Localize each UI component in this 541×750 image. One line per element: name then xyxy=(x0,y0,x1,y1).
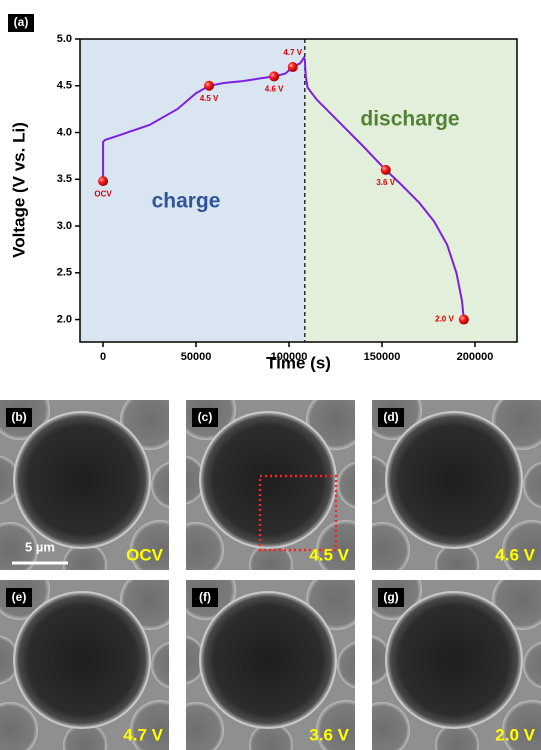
marker xyxy=(98,176,109,187)
micrograph: (g) 2.0 V xyxy=(372,580,541,750)
panel-tag: (c) xyxy=(198,410,213,424)
y-tick-label: 2.0 xyxy=(57,313,72,325)
x-tick-label: 0 xyxy=(100,351,106,363)
chart: charge discharge 2.0 2.5 3.0 3.5 4.0 4.5 5.0 0 500… xyxy=(8,14,518,372)
y-tick-label: 5.0 xyxy=(57,33,72,45)
neighbor-particle xyxy=(0,702,38,750)
neighbor-particle xyxy=(130,520,169,570)
neighbor-particle xyxy=(502,700,541,750)
particle xyxy=(385,591,523,729)
panel-tag-box xyxy=(8,14,34,32)
marker-label: OCV xyxy=(94,189,112,198)
neighbor-particle xyxy=(186,702,224,750)
voltage-label: 4.6 V xyxy=(495,545,535,564)
panel-tag: (g) xyxy=(383,590,398,604)
panel-tag: (e) xyxy=(12,590,27,604)
micrograph: (b) OCV 5 µm xyxy=(0,400,169,570)
marker-label: 2.0 V xyxy=(435,315,454,324)
voltage-label: 3.6 V xyxy=(309,725,349,744)
marker-label: 4.6 V xyxy=(265,85,284,94)
micrograph-image xyxy=(372,400,541,570)
micrograph-image xyxy=(0,580,169,750)
region-label: charge xyxy=(152,190,221,213)
charge-region xyxy=(80,39,305,342)
marker-label: 4.7 V xyxy=(283,48,302,57)
region-label: discharge xyxy=(360,108,459,131)
voltage-label: 4.7 V xyxy=(123,725,163,744)
micrograph-image xyxy=(186,580,355,750)
neighbor-particle xyxy=(63,543,107,570)
y-tick-label: 3.0 xyxy=(57,220,72,232)
marker xyxy=(269,71,280,82)
panel-tag: (b) xyxy=(11,410,26,424)
x-tick-label: 100000 xyxy=(271,351,308,363)
voltage-label: 2.0 V xyxy=(495,725,535,744)
y-tick-label: 3.5 xyxy=(57,173,72,185)
x-tick-label: 150000 xyxy=(364,351,401,363)
panel-tag: (f) xyxy=(199,590,211,604)
neighbor-particle xyxy=(523,641,541,689)
panel-tag: (d) xyxy=(383,410,398,424)
marker-label: 3.6 V xyxy=(376,178,395,187)
neighbor-particle xyxy=(186,522,224,570)
panel-tag-box xyxy=(192,588,218,607)
marker xyxy=(380,164,391,175)
y-tick-label: 2.5 xyxy=(57,267,72,279)
plot-frame xyxy=(79,38,518,343)
neighbor-particle xyxy=(435,723,479,750)
neighbor-particle xyxy=(151,461,169,509)
neighbor-particle xyxy=(0,522,38,570)
x-axis-title: Time (s) xyxy=(266,353,331,372)
micrograph: (f) 3.6 V xyxy=(186,580,355,750)
micrograph: (c) 4.5 V xyxy=(186,400,355,570)
scale-bar-label: 5 µm xyxy=(25,539,55,554)
particle xyxy=(199,411,337,549)
marker xyxy=(204,80,215,91)
micrograph-image xyxy=(372,580,541,750)
voltage-label: 4.5 V xyxy=(309,545,349,564)
neighbor-particle xyxy=(63,723,107,750)
x-tick-label: 200000 xyxy=(457,351,494,363)
neighbor-particle xyxy=(502,520,541,570)
micrograph: (d) 4.6 V xyxy=(372,400,541,570)
neighbor-particle xyxy=(435,543,479,570)
panel-tag-box xyxy=(378,588,404,607)
neighbor-particle xyxy=(316,700,355,750)
y-axis-title: Voltage (V vs. Li) xyxy=(9,122,28,258)
neighbor-particle xyxy=(372,522,410,570)
y-tick-label: 4.0 xyxy=(57,126,72,138)
neighbor-particle xyxy=(249,723,293,750)
particle xyxy=(13,591,151,729)
particle xyxy=(199,591,337,729)
micrograph: (e) 4.7 V xyxy=(0,580,169,750)
micrograph-image xyxy=(186,400,355,570)
neighbor-particle xyxy=(151,641,169,689)
x-tick-label: 50000 xyxy=(181,351,212,363)
marker-label: 4.5 V xyxy=(200,94,219,103)
marker xyxy=(458,314,469,325)
neighbor-particle xyxy=(523,461,541,509)
neighbor-particle xyxy=(337,641,355,689)
particle xyxy=(385,411,523,549)
micrograph-panels: (b) OCV 5 µm (c) 4.5 V (d) 4.6 V (e) 4.7 V (f) 3.6… xyxy=(0,400,541,750)
neighbor-particle xyxy=(372,702,410,750)
panel-tag: (a) xyxy=(14,15,29,29)
y-tick-label: 4.5 xyxy=(57,80,72,92)
marker xyxy=(287,62,298,73)
particle xyxy=(13,411,151,549)
panel-tag-box xyxy=(192,408,218,427)
neighbor-particle xyxy=(130,700,169,750)
panel-tag-box xyxy=(6,588,32,607)
panel-tag-box xyxy=(378,408,404,427)
voltage-curve xyxy=(102,55,465,320)
discharge-region xyxy=(304,39,517,342)
voltage-label: OCV xyxy=(126,545,164,564)
neighbor-particle xyxy=(337,461,355,509)
panel-tag-box xyxy=(6,408,32,427)
